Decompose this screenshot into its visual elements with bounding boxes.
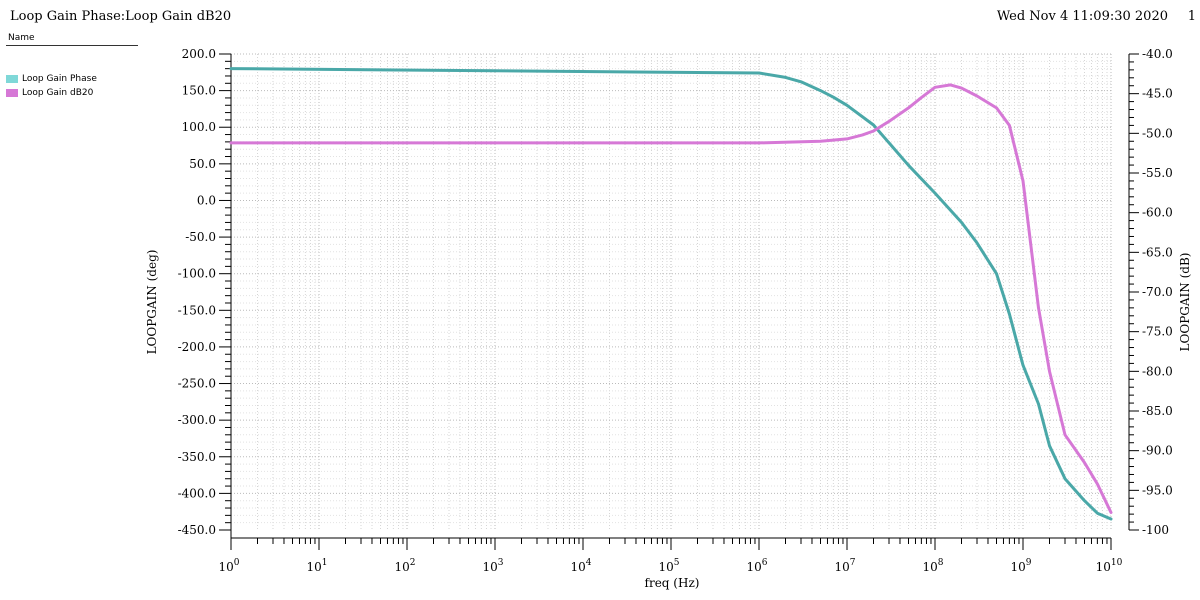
grid-lines [231, 53, 1112, 530]
y-right-tick-label: -100 [1142, 523, 1169, 537]
y-left-tick-label: -200.0 [178, 340, 216, 354]
plot-timestamp: Wed Nov 4 11:09:30 2020 [996, 9, 1168, 24]
y-axis-left-label: LOOPGAIN (deg) [145, 250, 159, 355]
plot-title: Loop Gain Phase:Loop Gain dB20 [10, 9, 232, 24]
y-left-tick-label: 150.0 [182, 84, 216, 98]
y-left-tick-label: -100.0 [178, 267, 216, 281]
page-number: 1 [1187, 9, 1196, 24]
y-left-tick-label: 100.0 [182, 120, 216, 134]
y-left-tick-label: 200.0 [182, 47, 216, 61]
series-line-loop-gain-db20 [229, 83, 1113, 514]
y-right-tick-label: -50.0 [1142, 126, 1173, 140]
y-right-tick-label: -40.0 [1142, 47, 1173, 61]
x-tick-label: 103 [482, 558, 503, 574]
y-left-tick-label: -150.0 [178, 303, 216, 317]
y-right-tick-label: -75.0 [1142, 325, 1173, 339]
y-right-tick-label: -80.0 [1142, 364, 1173, 378]
x-tick-label: 102 [394, 558, 415, 574]
y-right-tick-label: -45.0 [1142, 87, 1173, 101]
x-tick-label: 106 [746, 558, 767, 574]
legend-list: Loop Gain Phase Loop Gain dB20 [6, 72, 138, 100]
y-left-tick-label: -250.0 [178, 377, 216, 391]
x-tick-label: 107 [834, 558, 855, 574]
x-axis-label: freq (Hz) [645, 576, 700, 590]
y-left-tick-label: -450.0 [178, 523, 216, 537]
y-axis-right-label: LOOPGAIN (dB) [1178, 253, 1192, 352]
y-left-tick-label: 0.0 [197, 193, 216, 207]
legend-name-header[interactable]: Name [6, 33, 138, 46]
y-right-tick-label: -60.0 [1142, 206, 1173, 220]
x-tick-label: 1010 [1096, 558, 1123, 574]
y-right-tick-label: -55.0 [1142, 166, 1173, 180]
legend-label-phase: Loop Gain Phase [22, 74, 97, 84]
x-tick-label: 109 [1010, 558, 1031, 574]
y-right-tick-label: -85.0 [1142, 404, 1173, 418]
y-left-tick-label: 50.0 [189, 157, 216, 171]
legend-swatch-phase [6, 75, 18, 83]
y-right-tick-label: -95.0 [1142, 483, 1173, 497]
series-line-loop-gain-phase [229, 67, 1113, 521]
x-tick-label: 108 [922, 558, 943, 574]
legend-swatch-db20 [6, 89, 18, 97]
legend-panel: Name Loop Gain Phase Loop Gain dB20 [6, 33, 138, 100]
y-right-tick-label: -70.0 [1142, 285, 1173, 299]
x-tick-label: 104 [570, 558, 591, 574]
x-tick-label: 101 [306, 558, 327, 574]
axes: 200.0 150.0 100.0 50.0 0.0 -50.0 -100.0 -150.0 -… [178, 47, 1173, 574]
x-tick-label: 100 [218, 558, 239, 574]
axis-labels: freq (Hz) LOOPGAIN (deg) LOOPGAIN (dB) [145, 250, 1192, 590]
series-lines [229, 67, 1113, 521]
x-tick-label: 105 [658, 558, 679, 574]
y-left-tick-label: -50.0 [185, 230, 216, 244]
legend-label-db20: Loop Gain dB20 [22, 88, 94, 98]
y-right-tick-label: -65.0 [1142, 245, 1173, 259]
y-left-tick-label: -350.0 [178, 450, 216, 464]
legend-item-loop-gain-db20[interactable]: Loop Gain dB20 [6, 86, 138, 100]
y-left-tick-label: -300.0 [178, 413, 216, 427]
y-right-tick-label: -90.0 [1142, 444, 1173, 458]
legend-item-loop-gain-phase[interactable]: Loop Gain Phase [6, 72, 138, 86]
y-left-tick-label: -400.0 [178, 486, 216, 500]
